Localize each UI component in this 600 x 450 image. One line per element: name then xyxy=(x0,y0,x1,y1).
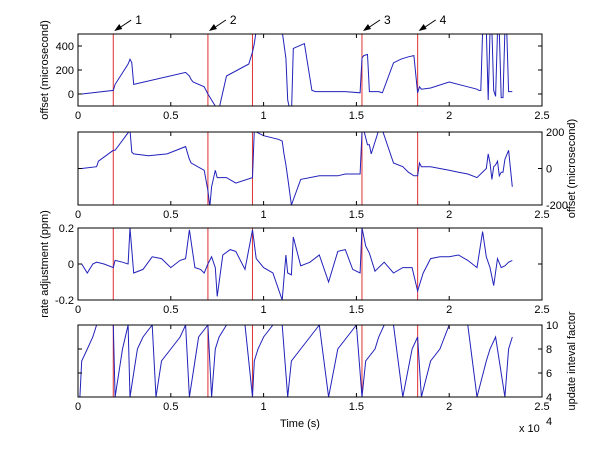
x-tick-label: 1.5 xyxy=(349,304,364,316)
axes-frame xyxy=(77,33,543,107)
y-tick-label: 6 xyxy=(546,368,552,380)
x-tick-label: 0 xyxy=(75,110,81,122)
annotation-4: 4 xyxy=(418,13,447,31)
y-tick-label: 0 xyxy=(546,164,552,176)
y-tick-label: 10 xyxy=(546,320,558,332)
x-tick-label: 1 xyxy=(261,401,267,413)
y-tick-label: 400 xyxy=(56,41,74,53)
y-axis-title: update inteval factor xyxy=(566,311,578,410)
x-tick-label: 1.5 xyxy=(349,110,364,122)
series-line xyxy=(79,325,513,397)
x-tick-label: 0.5 xyxy=(163,304,178,316)
x-tick-label: 2.5 xyxy=(534,209,549,221)
y-tick-label: -200 xyxy=(546,200,568,212)
panel-1: 0 0.5 1 1.5 2 2.5 0 200 400 offset (microsecond) xyxy=(39,20,550,122)
series-line xyxy=(81,228,513,300)
x-tick-label: 0 xyxy=(75,209,81,221)
annotation-label: 4 xyxy=(440,13,447,27)
x-tick-label: 2.5 xyxy=(534,304,549,316)
x-tick-label: 2 xyxy=(446,304,452,316)
x-axis-title: Time (s) xyxy=(280,418,320,430)
annotation-arrow-head xyxy=(114,24,123,31)
annotation-arrow-head xyxy=(362,24,371,31)
x-tick-label: 1.5 xyxy=(349,401,364,413)
y-tick-label: 0 xyxy=(68,89,74,101)
annotation-1: 1 xyxy=(114,13,142,31)
x-tick-label: 0.5 xyxy=(163,209,178,221)
annotation-arrow-head xyxy=(418,24,427,31)
y-tick-label: 200 xyxy=(546,127,564,139)
x-tick-label: 2 xyxy=(446,401,452,413)
annotation-3: 3 xyxy=(362,13,391,31)
x-tick-label: 1 xyxy=(261,304,267,316)
y-tick-label: 8 xyxy=(546,344,552,356)
x-tick-label: 2.5 xyxy=(534,401,549,413)
annotation-label: 3 xyxy=(384,13,391,27)
x-tick-label: 0 xyxy=(75,304,81,316)
y-axis-title: rate adjustment (ppm) xyxy=(39,210,51,318)
axes-frame xyxy=(77,324,543,398)
annotation-label: 2 xyxy=(230,13,237,27)
y-tick-label: 0 xyxy=(68,259,74,271)
x-tick-label: 2.5 xyxy=(534,110,549,122)
y-axis-title: offset (microsecond) xyxy=(39,20,51,119)
x-axis-title-group: Time (s) x 10 4 xyxy=(280,416,552,435)
x-tick-label: 0 xyxy=(75,401,81,413)
annotation-2: 2 xyxy=(208,13,237,31)
y-tick-label: 0.2 xyxy=(59,223,74,235)
y-axis-title: offset (microsecond) xyxy=(566,119,578,218)
y-tick-label: 200 xyxy=(56,65,74,77)
series-line xyxy=(81,132,513,205)
x-tick-label: 1 xyxy=(261,209,267,221)
y-tick-label: 4 xyxy=(546,392,552,404)
y-tick-label: -0.2 xyxy=(55,295,74,307)
series-line xyxy=(81,34,513,106)
x-tick-label: 1.5 xyxy=(349,209,364,221)
x-axis-multiplier-exponent: 4 xyxy=(546,416,552,428)
panel-2: 0 0.5 1 1.5 2 2.5-200 0 200 offset (microsecond) xyxy=(75,119,578,221)
x-tick-label: 2 xyxy=(446,209,452,221)
event-annotations: 1 2 3 4 xyxy=(114,13,447,31)
axes-frame xyxy=(77,131,543,206)
annotation-label: 1 xyxy=(135,13,142,27)
x-tick-label: 0.5 xyxy=(163,110,178,122)
x-axis-multiplier: x 10 xyxy=(519,423,540,435)
x-tick-label: 1 xyxy=(261,110,267,122)
annotation-arrow-head xyxy=(208,24,217,31)
x-tick-label: 2 xyxy=(446,110,452,122)
x-tick-label: 0.5 xyxy=(163,401,178,413)
panel-4: 0 0.5 1 1.5 2 2.54 6 8 10 update inteval factor xyxy=(75,311,578,413)
